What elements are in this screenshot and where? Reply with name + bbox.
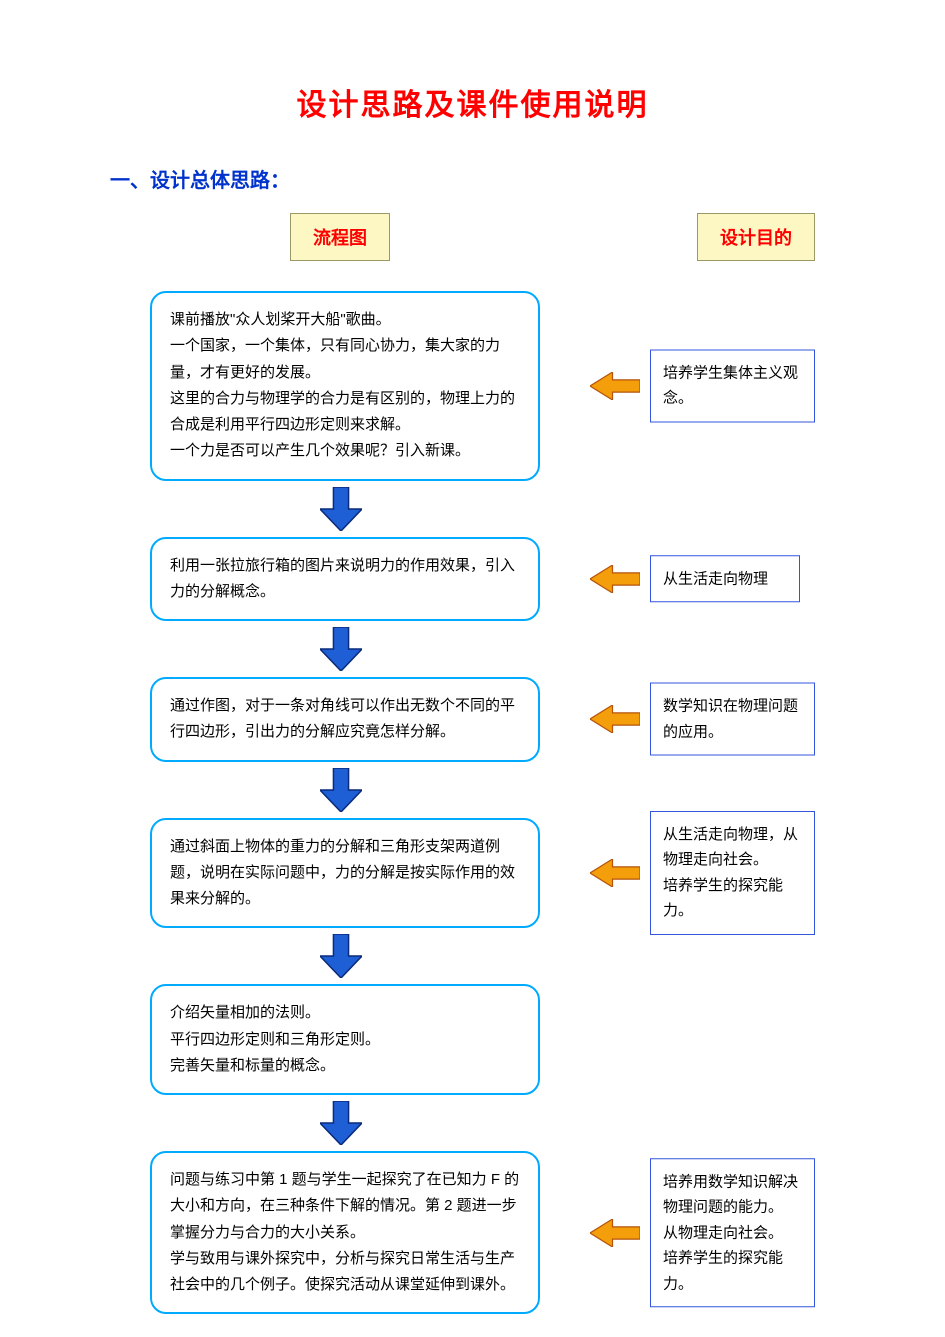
- process-line: 平行四边形定则和三角形定则。: [170, 1027, 520, 1053]
- process-line: 一个力是否可以产生几个效果呢？引入新课。: [170, 438, 520, 464]
- process-line: 通过斜面上物体的重力的分解和三角形支架两道例题，说明在实际问题中，力的分解是按实…: [170, 834, 520, 913]
- down-arrow-icon: [320, 1101, 855, 1145]
- flow-step-row: 利用一张拉旅行箱的图片来说明力的作用效果，引入力的分解概念。 从生活走向物理: [90, 537, 855, 622]
- down-arrow-icon: [320, 487, 855, 531]
- process-line: 这里的合力与物理学的合力是有区别的，物理上力的合成是利用平行四边形定则来求解。: [170, 386, 520, 439]
- process-line: 问题与练习中第 1 题与学生一起探究了在已知力 F 的大小和方向，在三种条件下解…: [170, 1167, 520, 1246]
- process-box: 通过作图，对于一条对角线可以作出无数个不同的平行四边形，引出力的分解应究竟怎样分…: [150, 677, 540, 762]
- left-arrow-icon: [590, 1219, 640, 1247]
- purpose-line: 从生活走向物理，从物理走向社会。: [663, 822, 802, 873]
- purpose-header-box: 设计目的: [697, 213, 815, 261]
- section-header: 一、设计总体思路：: [110, 164, 855, 193]
- process-line: 学与致用与课外探究中，分析与探究日常生活与生产社会中的几个例子。使探究活动从课堂…: [170, 1246, 520, 1299]
- flow-step-row: 通过斜面上物体的重力的分解和三角形支架两道例题，说明在实际问题中，力的分解是按实…: [90, 818, 855, 929]
- process-box: 通过斜面上物体的重力的分解和三角形支架两道例题，说明在实际问题中，力的分解是按实…: [150, 818, 540, 929]
- process-line: 课前播放"众人划桨开大船"歌曲。: [170, 307, 520, 333]
- purpose-box: 培养用数学知识解决物理问题的能力。从物理走向社会。培养学生的探究能力。: [650, 1158, 815, 1308]
- left-arrow-icon: [590, 705, 640, 733]
- purpose-line: 从生活走向物理: [663, 566, 787, 592]
- flow-step-row: 问题与练习中第 1 题与学生一起探究了在已知力 F 的大小和方向，在三种条件下解…: [90, 1151, 855, 1314]
- purpose-line: 从物理走向社会。: [663, 1220, 802, 1246]
- flow-step-row: 介绍矢量相加的法则。平行四边形定则和三角形定则。完善矢量和标量的概念。: [90, 984, 855, 1095]
- process-box: 利用一张拉旅行箱的图片来说明力的作用效果，引入力的分解概念。: [150, 537, 540, 622]
- process-line: 利用一张拉旅行箱的图片来说明力的作用效果，引入力的分解概念。: [170, 553, 520, 606]
- down-arrow-icon: [320, 627, 855, 671]
- purpose-line: 数学知识在物理问题的应用。: [663, 694, 802, 745]
- left-arrow-icon: [590, 859, 640, 887]
- process-line: 完善矢量和标量的概念。: [170, 1053, 520, 1079]
- purpose-line: 培养学生的探究能力。: [663, 873, 802, 924]
- purpose-box: 数学知识在物理问题的应用。: [650, 683, 815, 756]
- header-boxes-row: 流程图 设计目的: [90, 213, 855, 261]
- flow-step-row: 通过作图，对于一条对角线可以作出无数个不同的平行四边形，引出力的分解应究竟怎样分…: [90, 677, 855, 762]
- left-arrow-icon: [590, 565, 640, 593]
- purpose-line: 培养学生集体主义观念。: [663, 360, 802, 411]
- down-arrow-icon: [320, 934, 855, 978]
- purpose-line: 培养学生的探究能力。: [663, 1245, 802, 1296]
- process-box: 问题与练习中第 1 题与学生一起探究了在已知力 F 的大小和方向，在三种条件下解…: [150, 1151, 540, 1314]
- purpose-box: 从生活走向物理: [650, 555, 800, 603]
- process-box: 课前播放"众人划桨开大船"歌曲。一个国家，一个集体，只有同心协力，集大家的力量，…: [150, 291, 540, 481]
- process-box: 介绍矢量相加的法则。平行四边形定则和三角形定则。完善矢量和标量的概念。: [150, 984, 540, 1095]
- flowchart-header-box: 流程图: [290, 213, 390, 261]
- process-line: 通过作图，对于一条对角线可以作出无数个不同的平行四边形，引出力的分解应究竟怎样分…: [170, 693, 520, 746]
- process-line: 一个国家，一个集体，只有同心协力，集大家的力量，才有更好的发展。: [170, 333, 520, 386]
- process-line: 介绍矢量相加的法则。: [170, 1000, 520, 1026]
- purpose-line: 培养用数学知识解决物理问题的能力。: [663, 1169, 802, 1220]
- left-arrow-icon: [590, 372, 640, 400]
- down-arrow-icon: [320, 768, 855, 812]
- page-title: 设计思路及课件使用说明: [90, 80, 855, 124]
- flowchart-container: 课前播放"众人划桨开大船"歌曲。一个国家，一个集体，只有同心协力，集大家的力量，…: [90, 291, 855, 1314]
- purpose-box: 从生活走向物理，从物理走向社会。培养学生的探究能力。: [650, 811, 815, 935]
- purpose-box: 培养学生集体主义观念。: [650, 349, 815, 422]
- flow-step-row: 课前播放"众人划桨开大船"歌曲。一个国家，一个集体，只有同心协力，集大家的力量，…: [90, 291, 855, 481]
